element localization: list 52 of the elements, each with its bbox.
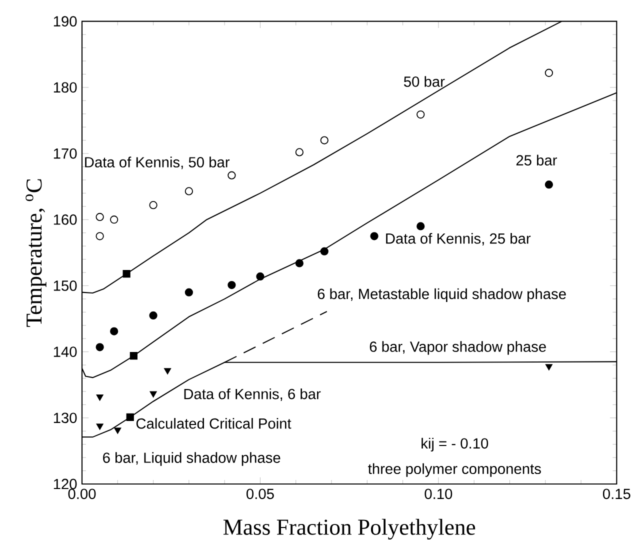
annotation: 6 bar, Liquid shadow phase: [103, 452, 280, 466]
x-tick-label: 0.05: [246, 488, 274, 500]
x-tick-label: 0.10: [424, 488, 452, 500]
point: [416, 110, 425, 119]
annotation: Data of Kennis, 6 bar: [184, 388, 321, 402]
point: [320, 136, 328, 145]
point: [110, 216, 118, 224]
y-tick-label: 180: [54, 82, 77, 93]
point: [184, 187, 194, 196]
annotation: Calculated Critical Point: [136, 418, 292, 429]
annotation: three polymer components: [368, 463, 541, 478]
y-tick-label: 130: [54, 412, 77, 424]
point: [545, 364, 552, 370]
y-tick-label: 170: [54, 148, 77, 159]
point: [96, 424, 104, 430]
y-tick-label: 140: [54, 346, 77, 358]
y-tick-label: 150: [54, 280, 77, 292]
annotation: 25 bar: [516, 154, 557, 166]
annotation: kij = - 0.10: [422, 438, 488, 452]
y-tick-label: 160: [54, 214, 77, 225]
annotation: 6 bar, Vapor shadow phase: [370, 341, 546, 355]
point: [110, 327, 118, 336]
point: [544, 180, 554, 189]
y-tick-label: 190: [54, 16, 77, 27]
point: [228, 171, 236, 180]
point: [370, 232, 378, 240]
point: [130, 352, 138, 360]
point: [416, 222, 425, 230]
point: [544, 68, 554, 78]
point: [164, 368, 172, 374]
point: [96, 213, 104, 222]
y-tick-label: 120: [54, 478, 77, 490]
point: [228, 281, 236, 290]
point: [295, 148, 304, 156]
x-tick-label: 0.00: [68, 488, 96, 500]
point: [96, 343, 104, 352]
point: [126, 414, 134, 422]
point: [149, 312, 158, 320]
point: [150, 391, 157, 398]
x-axis-title: Mass Fraction Polyethylene: [223, 519, 476, 540]
point: [96, 232, 104, 240]
point: [122, 270, 130, 278]
point: [96, 394, 104, 401]
annotation: Data of Kennis, 25 bar: [386, 233, 531, 246]
x-tick-label: 0.15: [602, 488, 630, 500]
annotation: 50 bar: [404, 76, 445, 88]
point: [114, 428, 122, 434]
annotation: 6 bar, Metastable liquid shadow phase: [318, 288, 566, 302]
y-axis-title: Temperature, $^{o}$C: [26, 179, 46, 328]
point: [149, 201, 158, 210]
point: [184, 288, 194, 297]
annotation: Data of Kennis, 50 bar: [85, 156, 230, 170]
